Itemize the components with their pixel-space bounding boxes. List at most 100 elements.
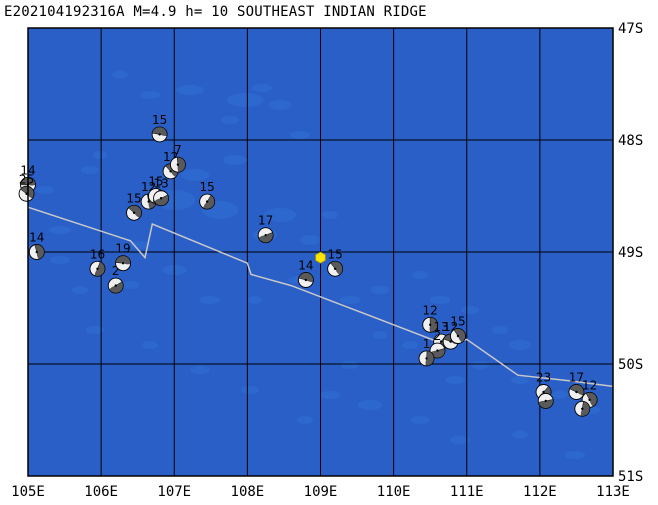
depth-label: 15 [152,113,167,127]
longitude-label: 105E [11,484,45,500]
focal-mechanism: 15 [151,113,168,143]
beachball-center [456,334,460,338]
beachball-compression [177,161,183,173]
depth-label: 14 [29,231,44,245]
depth-label: 15 [327,247,342,261]
beachball-center [544,399,547,403]
beachball-compression [430,350,442,354]
depth-label: 14 [298,259,313,273]
beachball-center [542,390,545,394]
beachball-compression [538,400,550,405]
depth-label: 15 [126,191,141,205]
beachball-center [205,200,209,203]
beachball-compression [258,235,271,239]
depth-label: 7 [174,143,182,157]
beachball-compression [589,395,594,407]
latitude-label: 48S [618,133,643,149]
focal-mechanism: 2 [429,329,446,359]
focal-mechanism: 14 [297,259,314,288]
depth-label: 15 [148,175,163,189]
beachball-center [121,262,125,265]
latitude-label: 50S [618,357,643,373]
focal-mechanisms: 1425141621915121513151271517141512132121… [18,113,598,417]
beachball-center [35,250,38,254]
longitude-label: 107E [157,484,191,500]
depth-label: 12 [582,378,597,392]
beachball-center [132,211,136,214]
longitude-label: 106E [84,484,118,500]
beachball-center [147,200,150,203]
beachball-compression [429,317,438,333]
depth-label: 15 [450,315,465,329]
beachball-compression [575,386,584,396]
beachball-center [264,234,267,237]
beachball-center [439,340,443,343]
longitude-label: 113E [596,484,630,500]
epicenter-marker [315,251,326,264]
focal-mechanism: 15 [327,247,344,277]
beachball-compression [429,321,435,333]
focal-mechanism: 7 [169,143,186,173]
depth-label: 15 [200,180,215,194]
longitude-label: 111E [450,484,484,500]
longitude-label: 112E [523,484,557,500]
focal-mechanism: 16 [89,247,106,277]
depth-label: 17 [258,214,273,228]
depth-label: 25 [19,172,34,186]
focal-mechanism: 15 [450,315,466,344]
beachball-compression [109,286,121,290]
focal-mechanism: 2 [107,264,124,294]
latitude-labels: 47S 48S 49S 50S 51S [618,21,643,485]
focal-mechanism [537,393,554,409]
beachball-center [96,267,99,270]
beachball-compression [458,331,463,343]
beachball-compression [425,350,435,367]
beachball-compression [94,267,103,276]
longitude-label: 110E [377,484,411,500]
focal-mechanism: 1 [418,337,435,367]
beachball-compression [203,201,213,209]
beachball-center [588,398,591,402]
focal-mechanism: 17 [568,371,585,400]
longitude-label: 108E [231,484,265,500]
latitude-label: 49S [618,245,643,261]
focal-mechanism: 12 [422,303,439,333]
focal-mechanism: 17 [257,214,274,244]
beachball-center [575,390,578,394]
latitude-label: 51S [618,469,643,485]
beachball-center [158,133,161,136]
beachball-center [304,278,308,282]
beachball-compression [36,247,41,260]
depth-label: 17 [569,371,584,385]
depth-label: 12 [423,303,438,317]
latitude-label: 47S [618,21,643,37]
beachball-center [25,192,28,195]
longitude-labels: 105E 106E 107E 108E 109E 110E 111E 112E 113E [11,484,630,500]
depth-label: 13 [153,177,168,191]
beachball-compression [335,263,340,275]
depth-label: 16 [90,247,105,261]
beachball-compression [154,198,166,202]
focal-mechanism: 15 [126,191,142,221]
beachball-center [159,197,163,200]
map-title: E202104192316A M=4.9 h= 10 SOUTHEAST IND… [4,4,427,20]
beachball-compression [580,406,588,417]
beachball-compression [120,258,131,265]
beachball-center [581,407,584,410]
beachball-center [114,284,117,287]
beachball-center [176,163,180,166]
beachball-compression [425,355,432,366]
beachball-center [428,323,432,326]
focal-mechanism: 19 [115,242,132,272]
beachball-compression [115,255,131,265]
map-frame [27,27,614,477]
beachball-center [425,357,428,360]
depth-label: 23 [536,371,551,385]
beachball-center [449,340,452,343]
longitude-label: 109E [304,484,338,500]
beachball-center [333,267,337,270]
beachball-center [436,349,439,352]
focal-mechanism: 13 [153,177,170,207]
depth-label: 13 [434,320,449,334]
